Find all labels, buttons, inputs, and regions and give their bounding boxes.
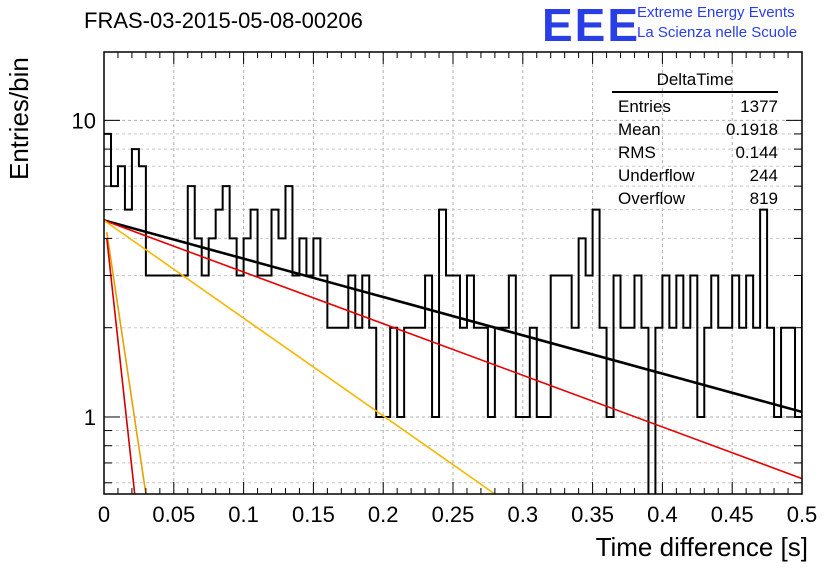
histogram-series — [104, 132, 802, 494]
fit-line — [104, 219, 496, 494]
fit-line — [104, 219, 802, 480]
x-tick-label: 0.45 — [711, 502, 754, 527]
x-axis-label: Time difference [s] — [595, 532, 808, 562]
stats-label: Overflow — [618, 189, 686, 208]
fit-line — [105, 238, 136, 494]
y-tick-label: 1 — [84, 405, 96, 430]
stats-row: Overflow 819 — [612, 187, 778, 210]
stats-value: 0.144 — [735, 143, 778, 162]
stats-label: RMS — [618, 143, 656, 162]
stats-label: Underflow — [618, 166, 695, 185]
x-tick-label: 0.4 — [647, 502, 678, 527]
stats-value: 244 — [749, 166, 778, 185]
eee-logo: EEE — [542, 0, 641, 51]
fit-line — [104, 219, 802, 414]
stats-value: 819 — [749, 189, 778, 208]
stats-row: Mean 0.1918 — [612, 118, 778, 141]
stats-row: Entries 1377 — [612, 95, 778, 118]
x-tick-label: 0.2 — [368, 502, 399, 527]
x-tick-label: 0.3 — [508, 502, 539, 527]
stats-label: Entries — [618, 97, 671, 116]
fit-line — [106, 231, 147, 494]
x-tick-label: 0 — [98, 502, 110, 527]
stats-row: Underflow 244 — [612, 164, 778, 187]
stats-value: 1377 — [740, 97, 778, 116]
stats-title: DeltaTime — [612, 70, 778, 93]
x-tick-label: 0.15 — [292, 502, 335, 527]
stats-label: Mean — [618, 120, 661, 139]
stats-row: RMS 0.144 — [612, 141, 778, 164]
x-tick-label: 0.35 — [571, 502, 614, 527]
logo-line-1: Extreme Energy Events — [637, 4, 795, 21]
x-tick-label: 0.05 — [152, 502, 195, 527]
page-title: FRAS-03-2015-05-08-00206 — [84, 8, 363, 33]
x-tick-label: 0.25 — [432, 502, 475, 527]
x-tick-label: 0.1 — [228, 502, 259, 527]
y-tick-label: 10 — [72, 108, 96, 133]
logo-line-2: La Scienza nelle Scuole — [637, 24, 798, 41]
logo-text: Extreme Energy Events La Scienza nelle S… — [637, 3, 797, 43]
stats-box: DeltaTime Entries 1377 Mean 0.1918 RMS 0.14… — [612, 70, 778, 210]
stats-value: 0.1918 — [726, 120, 778, 139]
y-axis-label: Entries/bin — [4, 57, 34, 180]
x-tick-label: 0.5 — [787, 502, 818, 527]
